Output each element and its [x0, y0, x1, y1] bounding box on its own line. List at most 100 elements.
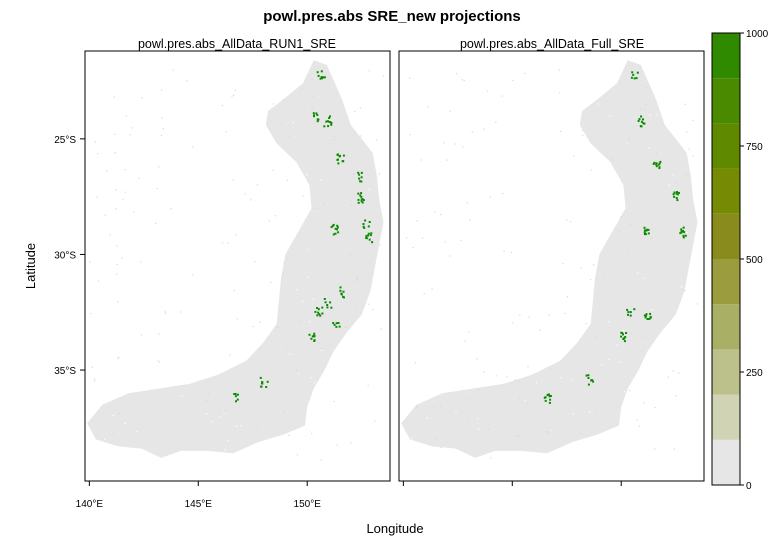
texture-dot	[620, 216, 622, 218]
presence-cell	[655, 165, 658, 168]
texture-dot	[133, 211, 135, 213]
texture-dot	[630, 332, 632, 334]
presence-cell	[319, 314, 322, 317]
texture-dot	[501, 262, 503, 264]
presence-cell	[673, 191, 676, 194]
presence-cell	[678, 191, 680, 194]
texture-dot	[160, 353, 162, 355]
texture-dot	[90, 454, 92, 456]
texture-dot	[484, 148, 486, 150]
texture-dot	[471, 131, 473, 133]
presence-cell	[265, 386, 268, 388]
texture-dot	[512, 79, 514, 81]
texture-dot	[488, 428, 490, 430]
texture-dot	[697, 318, 699, 320]
texture-dot	[464, 167, 467, 169]
texture-dot	[224, 409, 226, 411]
texture-dot	[602, 273, 605, 275]
presence-cell	[317, 74, 320, 77]
texture-dot	[635, 382, 637, 384]
presence-cell	[627, 311, 630, 313]
presence-cell	[329, 115, 331, 118]
texture-dot	[691, 317, 693, 319]
presence-cell	[679, 232, 682, 235]
texture-dot	[307, 248, 309, 250]
texture-dot	[336, 444, 338, 446]
presence-cell	[335, 325, 338, 328]
texture-dot	[459, 76, 461, 78]
texture-dot	[116, 245, 118, 247]
texture-dot	[547, 431, 549, 433]
presence-cell	[320, 70, 323, 73]
presence-cell	[333, 323, 336, 326]
texture-dot	[454, 226, 457, 228]
presence-cell	[323, 298, 326, 300]
texture-dot	[460, 239, 462, 241]
presence-cell	[334, 227, 337, 230]
texture-dot	[138, 70, 140, 72]
presence-cell	[316, 314, 319, 317]
texture-dot	[643, 277, 645, 279]
presence-cell	[645, 229, 648, 232]
texture-dot	[636, 419, 638, 421]
presence-cell	[622, 333, 624, 336]
texture-dot	[455, 329, 457, 331]
texture-dot	[485, 193, 487, 195]
presence-cell	[592, 380, 595, 383]
texture-dot	[504, 236, 507, 238]
presence-cell	[321, 306, 324, 309]
texture-dot	[283, 262, 285, 264]
presence-cell	[643, 226, 646, 229]
texture-dot	[461, 79, 463, 81]
presence-cell	[620, 335, 623, 338]
texture-dot	[694, 432, 696, 434]
texture-dot	[346, 154, 348, 156]
texture-dot	[186, 80, 188, 82]
texture-dot	[622, 329, 624, 331]
texture-dot	[161, 243, 163, 245]
texture-dot	[512, 322, 514, 324]
texture-dot	[122, 198, 124, 200]
texture-dot	[650, 255, 652, 257]
texture-dot	[234, 159, 236, 162]
texture-dot	[300, 320, 302, 322]
texture-dot	[221, 242, 224, 244]
presence-cell	[647, 228, 650, 231]
texture-dot	[117, 357, 119, 359]
texture-dot	[527, 366, 529, 368]
texture-dot	[483, 371, 485, 373]
texture-dot	[321, 347, 323, 349]
texture-dot	[191, 453, 193, 455]
texture-dot	[93, 380, 95, 382]
texture-dot	[206, 176, 208, 178]
texture-dot	[638, 425, 641, 427]
texture-dot	[556, 87, 558, 90]
texture-dot	[597, 156, 599, 158]
map-panel-left	[87, 60, 385, 461]
presence-cell	[324, 301, 327, 304]
texture-dot	[231, 95, 233, 97]
presence-cell	[624, 336, 627, 338]
texture-dot	[685, 131, 688, 133]
texture-dot	[668, 184, 670, 186]
texture-dot	[466, 202, 468, 204]
texture-dot	[138, 177, 140, 179]
texture-dot	[356, 305, 358, 307]
texture-dot	[420, 159, 422, 161]
texture-dot	[560, 377, 562, 379]
presence-cell	[622, 338, 625, 340]
texture-dot	[450, 125, 452, 127]
presence-cell	[676, 199, 679, 202]
texture-dot	[162, 191, 164, 194]
presence-patch	[620, 331, 628, 343]
texture-dot	[463, 79, 465, 82]
presence-cell	[658, 162, 661, 165]
presence-cell	[548, 395, 551, 398]
texture-dot	[509, 293, 511, 295]
texture-dot	[582, 135, 584, 137]
presence-cell	[361, 201, 364, 204]
texture-dot	[118, 375, 120, 377]
texture-dot	[126, 355, 128, 357]
x-tick-label: 140°E	[76, 499, 104, 510]
presence-patch	[323, 298, 333, 309]
